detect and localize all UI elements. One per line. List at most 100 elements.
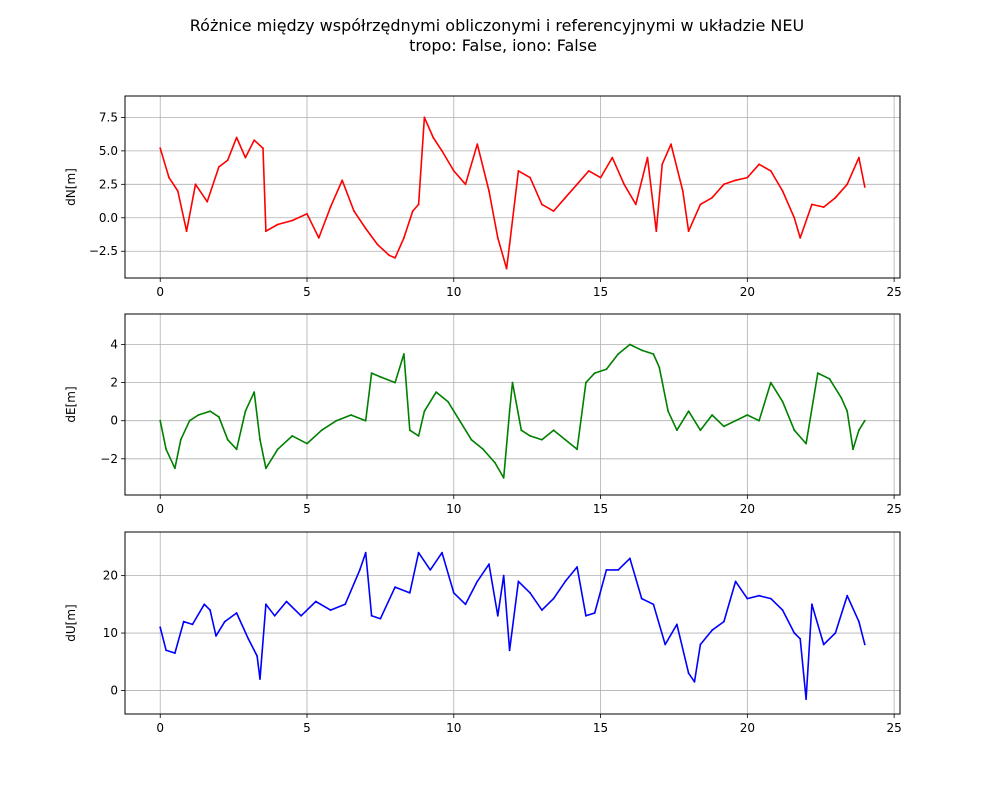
data-point	[846, 410, 849, 413]
y-tick-label: 0.0	[99, 211, 118, 225]
data-point	[285, 600, 288, 603]
data-point	[276, 223, 279, 226]
data-point	[376, 243, 379, 246]
data-point	[505, 267, 508, 270]
data-point	[617, 353, 620, 355]
data-point	[226, 438, 229, 441]
y-tick-label: 7.5	[99, 110, 118, 124]
data-point	[676, 429, 678, 432]
x-tick-label: 10	[446, 502, 461, 516]
data-point	[734, 179, 737, 182]
data-point	[846, 183, 849, 186]
data-point	[423, 116, 426, 119]
data-point	[687, 672, 690, 675]
x-tick-label: 5	[303, 285, 311, 299]
data-point	[587, 170, 590, 172]
data-point	[661, 163, 664, 166]
data-point	[658, 366, 661, 369]
x-tick-label: 0	[156, 502, 164, 516]
data-point	[394, 381, 396, 384]
data-point	[593, 372, 596, 374]
data-point	[364, 551, 367, 554]
data-point	[300, 614, 302, 617]
data-point	[432, 136, 435, 139]
data-point	[482, 448, 484, 451]
data-point	[687, 230, 690, 233]
data-point	[159, 626, 162, 629]
data-point	[623, 183, 625, 186]
data-point	[247, 637, 250, 640]
axes-frame	[124, 313, 901, 496]
data-point	[276, 448, 279, 451]
data-point	[394, 586, 396, 588]
y-tick-label: 10	[103, 626, 118, 640]
data-point	[529, 435, 531, 437]
data-point	[552, 429, 555, 432]
x-tick-label: 0	[156, 285, 164, 299]
data-point	[223, 620, 226, 623]
data-point	[746, 597, 749, 600]
data-point	[476, 143, 479, 146]
data-point	[403, 353, 405, 355]
data-point	[423, 410, 426, 413]
data-point	[253, 139, 256, 142]
figure-title-line-2: tropo: False, iono: False	[409, 36, 597, 55]
data-point	[417, 203, 420, 206]
data-point	[576, 566, 578, 568]
data-point	[805, 442, 807, 445]
data-point	[811, 603, 813, 606]
data-point	[605, 569, 608, 571]
data-point	[411, 210, 414, 213]
data-point	[417, 435, 420, 437]
data-point	[209, 410, 212, 413]
data-point	[617, 569, 620, 571]
x-tick-label: 20	[740, 285, 755, 299]
data-point	[593, 612, 596, 614]
data-point	[799, 637, 802, 640]
data-point	[488, 190, 490, 192]
data-point	[370, 372, 373, 374]
data-point	[464, 603, 467, 606]
data-point	[364, 227, 367, 230]
data-point	[723, 183, 725, 186]
data-point	[235, 448, 238, 451]
data-point	[379, 617, 382, 620]
x-tick-label: 15	[593, 721, 608, 735]
data-point	[206, 200, 209, 203]
data-point	[159, 419, 162, 422]
data-point	[191, 623, 194, 626]
data-point	[652, 603, 655, 606]
data-point	[179, 438, 182, 441]
data-point	[291, 219, 294, 222]
data-point	[576, 448, 578, 451]
data-point	[265, 230, 267, 233]
y-tick-label: 2	[110, 376, 118, 390]
x-tick-label: 15	[593, 285, 608, 299]
data-point	[203, 603, 206, 606]
y-tick-label: 2.5	[99, 177, 118, 191]
data-point	[541, 203, 543, 206]
data-point	[441, 551, 443, 554]
data-point	[435, 391, 438, 393]
data-point	[799, 237, 802, 239]
data-point	[781, 190, 784, 192]
data-point	[520, 429, 523, 432]
data-point	[441, 150, 443, 152]
data-point	[634, 203, 637, 206]
data-point	[379, 376, 382, 378]
data-point	[667, 410, 669, 413]
data-point	[769, 597, 772, 600]
data-point	[253, 391, 256, 393]
data-point	[640, 349, 643, 352]
data-point	[452, 592, 455, 594]
data-point	[699, 429, 702, 432]
data-point	[585, 381, 587, 384]
data-point	[353, 210, 355, 213]
data-point	[711, 414, 713, 416]
data-point	[329, 609, 332, 611]
data-point	[502, 574, 505, 577]
data-point	[552, 210, 555, 213]
data-point	[508, 243, 511, 246]
data-point	[585, 614, 587, 617]
data-point	[256, 655, 258, 657]
